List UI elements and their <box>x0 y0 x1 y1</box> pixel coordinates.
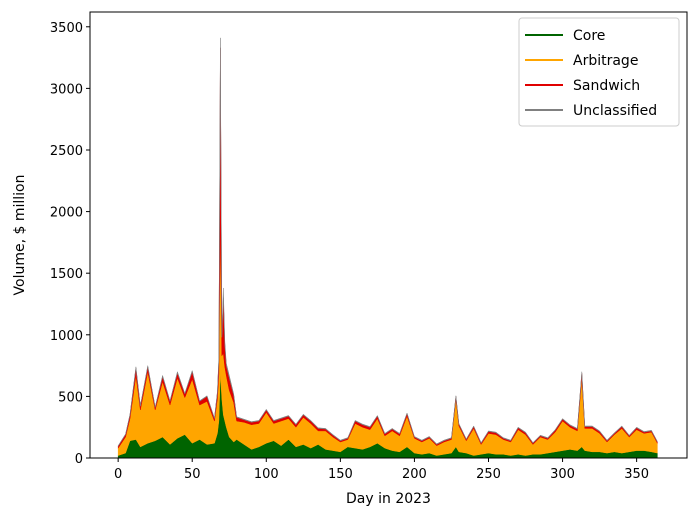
x-tick-label: 250 <box>476 467 501 482</box>
y-tick-label: 2500 <box>50 144 83 159</box>
legend: Core Arbitrage Sandwich Unclassified <box>518 17 680 127</box>
x-axis-label: Day in 2023 <box>346 491 431 507</box>
legend-label-core: Core <box>573 28 605 44</box>
legend-box <box>518 17 680 127</box>
x-tick-label: 50 <box>184 467 201 482</box>
x-axis-ticks: 0 50 100 150 200 250 300 350 <box>114 458 649 482</box>
y-tick-label: 3000 <box>50 82 83 97</box>
y-tick-label: 2000 <box>50 206 83 221</box>
x-tick-label: 300 <box>550 467 575 482</box>
legend-label-unclassified: Unclassified <box>573 103 657 119</box>
x-tick-label: 0 <box>114 467 122 482</box>
y-tick-label: 1500 <box>50 267 83 282</box>
y-tick-label: 3500 <box>50 21 83 36</box>
x-tick-label: 350 <box>624 467 649 482</box>
y-tick-label: 500 <box>58 390 83 405</box>
area-unclassified <box>117 37 658 448</box>
x-tick-label: 150 <box>328 467 353 482</box>
y-tick-label: 1000 <box>50 329 83 344</box>
y-axis-ticks: 0 500 1000 1500 2000 2500 3000 3500 <box>50 21 90 467</box>
plot-frame <box>89 11 688 459</box>
x-tick-label: 200 <box>402 467 427 482</box>
y-axis-label: Volume, $ million <box>12 175 28 296</box>
legend-label-sandwich: Sandwich <box>573 78 640 94</box>
x-tick-label: 100 <box>254 467 279 482</box>
legend-label-arbitrage: Arbitrage <box>573 53 638 69</box>
y-tick-label: 0 <box>75 452 83 467</box>
